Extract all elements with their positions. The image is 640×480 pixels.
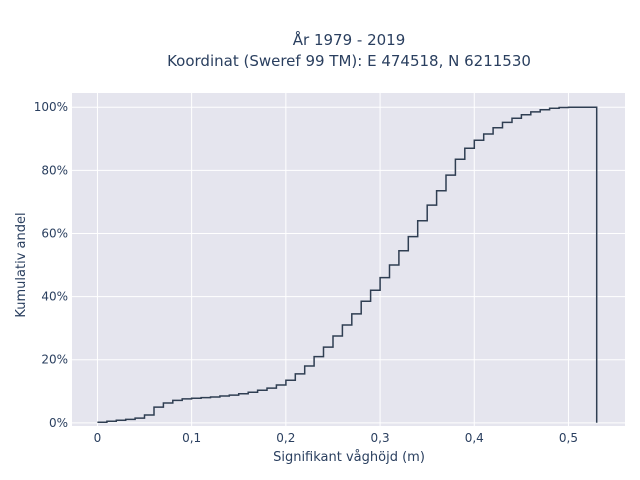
x-tick-label: 0,2 — [276, 431, 295, 445]
y-tick-label: 80% — [41, 163, 68, 177]
y-tick-label: 0% — [49, 416, 68, 430]
y-tick-label: 40% — [41, 290, 68, 304]
x-tick-label: 0 — [94, 431, 102, 445]
y-axis-ticks: 0% 20% 40% 60% 80% 100% — [34, 100, 68, 430]
x-tick-label: 0,5 — [559, 431, 578, 445]
y-tick-label: 100% — [34, 100, 68, 114]
chart-title-line-2: Koordinat (Sweref 99 TM): E 474518, N 62… — [167, 52, 531, 70]
x-axis-ticks: 0 0,1 0,2 0,3 0,4 0,5 — [94, 431, 578, 445]
x-axis-title: Signifikant våghöjd (m) — [273, 450, 425, 465]
plot-area — [72, 93, 625, 426]
x-tick-label: 0,4 — [465, 431, 484, 445]
y-axis-title: Kumulativ andel — [14, 212, 29, 317]
cdf-step-line — [97, 106, 598, 423]
chart-title-line-1: År 1979 - 2019 — [293, 30, 406, 49]
gridlines — [72, 93, 625, 426]
y-tick-label: 60% — [41, 226, 68, 240]
x-tick-label: 0,1 — [182, 431, 201, 445]
x-tick-label: 0,3 — [371, 431, 390, 445]
y-tick-label: 20% — [41, 353, 68, 367]
